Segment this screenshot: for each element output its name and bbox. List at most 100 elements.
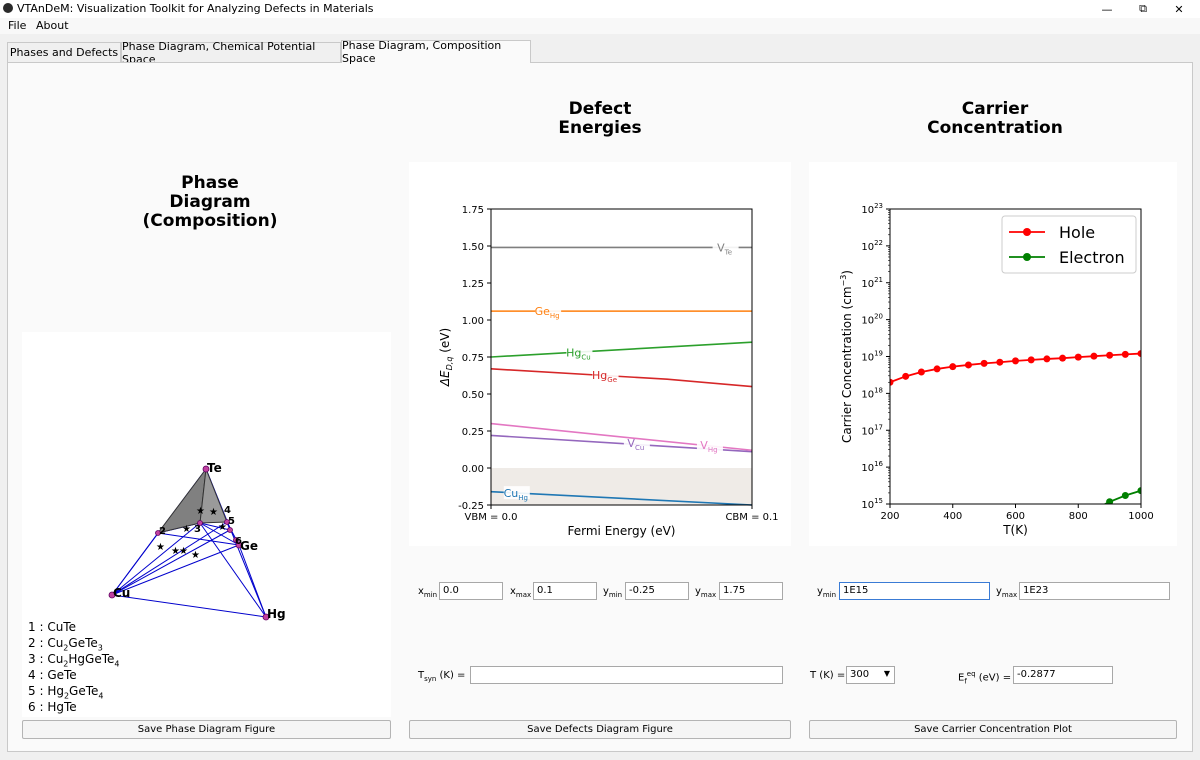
legend-swatch-marker — [1023, 253, 1031, 261]
x-tick-label: VBM = 0.0 — [465, 512, 518, 523]
defect-label-vte: VTe — [712, 240, 739, 256]
defect-label-bg — [696, 438, 723, 452]
carrier-point-electron — [1106, 498, 1114, 504]
phase-legend-number: 6 : — [28, 700, 48, 714]
carrier-point-hole — [917, 368, 925, 376]
log-y-tick-label: 1020 — [861, 313, 883, 327]
carrier-point-hole — [890, 378, 894, 386]
log-y-tick-label: 1023 — [861, 202, 883, 216]
log-y-tick-label: 1019 — [861, 350, 883, 364]
menu-file[interactable]: File — [8, 19, 27, 32]
y-tick-label: 0.50 — [462, 390, 484, 401]
carrier-point-hole — [1137, 350, 1141, 358]
tab-phases-and-defects[interactable]: Phases and Defects — [7, 42, 121, 62]
carrier-concentration-title: Carrier Concentration — [927, 99, 1063, 138]
carrier-point-hole — [902, 372, 910, 380]
tab-composition-space[interactable]: Phase Diagram, Composition Space — [341, 39, 531, 65]
vertex-label-cu: Cu — [113, 586, 130, 600]
menu-about[interactable]: About — [36, 19, 69, 32]
x-tick-label: CBM = 0.1 — [725, 512, 778, 523]
carrier-point-hole — [980, 359, 988, 367]
phase-diagram-title: Phase Diagram (Composition) — [142, 173, 278, 231]
log-y-tick-label: 1015 — [861, 497, 883, 511]
carrier-y-axis-label: Carrier Concentration (cm−3) — [839, 270, 854, 443]
phase-legend-formula-part: 3 — [97, 643, 103, 653]
defect-label-vhg: VHg — [696, 438, 723, 454]
ymin-label: ymin — [603, 586, 623, 599]
xmax-input[interactable]: 0.1 — [533, 582, 597, 600]
phase-legend-item: 2 : Cu2GeTe3 — [28, 636, 103, 652]
fermi-level-label: Efeq (eV) = — [958, 670, 1012, 686]
carrier-ymax-label: ymax — [996, 586, 1018, 599]
phase-legend-number: 4 : — [28, 668, 48, 682]
tab-chemical-potential-space[interactable]: Phase Diagram, Chemical Potential Space — [121, 40, 341, 66]
carrier-ymin-input[interactable]: 1E15 — [839, 582, 990, 600]
defect-label-text: CuHg — [504, 487, 528, 502]
save-carrier-concentration-button[interactable]: Save Carrier Concentration Plot — [809, 720, 1177, 739]
phase-legend-item: 1 : CuTe — [28, 620, 76, 634]
temperature-select[interactable]: 300 ▼ — [846, 666, 895, 684]
carrier-ymax-input[interactable]: 1E23 — [1019, 582, 1170, 600]
ymin-input[interactable]: -0.25 — [625, 582, 689, 600]
edge-cu-hg — [111, 594, 267, 618]
log-y-tick-label: 1021 — [861, 276, 883, 290]
carrier-point-hole — [964, 361, 972, 369]
chevron-down-icon: ▼ — [883, 669, 890, 678]
point-label-4: 4 — [224, 505, 231, 516]
y-tick-label: 1.50 — [462, 242, 484, 253]
temperature-value: 300 — [850, 669, 870, 680]
legend-label-electron: Electron — [1059, 248, 1125, 267]
title-bar: VTAnDeM: Visualization Toolkit for Analy… — [0, 0, 1200, 18]
defect-label-text: HgCu — [566, 347, 591, 362]
phase-legend-item: 3 : Cu2HgGeTe4 — [28, 652, 119, 668]
edge-ge-hg — [238, 544, 267, 618]
fermi-level-input[interactable]: -0.2877 — [1013, 666, 1113, 684]
xmin-input[interactable]: 0.0 — [439, 582, 503, 600]
phase-legend-formula-part: GeTe — [69, 684, 99, 698]
point-label-3: 3 — [194, 524, 201, 535]
carrier-point-hole — [1043, 355, 1051, 363]
defect-energies-canvas: VTe GeHg HgCu HgGe VCu VHg CuHg -0.25 0.00 0.25 0.… — [409, 162, 791, 546]
log-y-tick-label: 1016 — [861, 460, 883, 474]
phase-legend-formula-part: GeTe — [47, 668, 77, 682]
carrier-point-hole — [1027, 356, 1035, 364]
defect-label-hgcu: HgCu — [566, 345, 593, 362]
phase-legend-formula-part: Hg — [47, 684, 64, 698]
defect-label-bg — [535, 304, 562, 318]
maximize-button[interactable]: ⧉ — [1139, 2, 1147, 15]
svg-text:★: ★ — [209, 507, 218, 518]
phase-legend-item: 5 : Hg2GeTe4 — [28, 684, 104, 700]
ymax-input[interactable]: 1.75 — [719, 582, 783, 600]
svg-text:★: ★ — [196, 506, 205, 517]
phase-legend-formula-part: 4 — [114, 659, 120, 669]
temperature-label: T (K) = — [810, 670, 846, 681]
xmax-label: xmax — [510, 586, 532, 599]
close-button[interactable]: ✕ — [1174, 2, 1184, 16]
valence-band-shading — [491, 468, 752, 505]
svg-text:★: ★ — [171, 546, 180, 557]
defect-label-bg — [503, 486, 530, 500]
defect-label-hgge: HgGe — [592, 367, 619, 384]
save-defects-diagram-button[interactable]: Save Defects Diagram Figure — [409, 720, 791, 739]
y-tick-label: 0.00 — [462, 464, 484, 475]
carrier-point-electron — [1090, 506, 1097, 513]
phase-stars: ★ ★ ★ ★ ★ ★ ★ ★ — [156, 506, 227, 561]
minimize-button[interactable]: — — [1101, 2, 1113, 16]
y-tick-label: 0.75 — [462, 353, 484, 364]
carrier-point-hole — [933, 365, 941, 373]
phase-legend-number: 1 : — [28, 620, 48, 634]
tsyn-input[interactable] — [470, 666, 783, 684]
phase-legend-formula-part: HgTe — [47, 700, 77, 714]
phase-legend-number: 2 : — [28, 636, 48, 650]
phase-legend-formula-part: 2 — [63, 691, 70, 701]
carrier-ymin-label: ymin — [817, 586, 837, 599]
defect-line-hgge — [490, 368, 753, 388]
save-phase-diagram-button[interactable]: Save Phase Diagram Figure — [22, 720, 391, 739]
point-label-2: 2 — [159, 526, 166, 537]
vertex-ge — [235, 541, 243, 549]
temp-x-tick-label: 200 — [880, 511, 899, 522]
defect-label-gehg: GeHg — [535, 304, 562, 320]
vertex-label-ge: Ge — [240, 539, 258, 553]
defect-label-text: VTe — [717, 241, 732, 256]
